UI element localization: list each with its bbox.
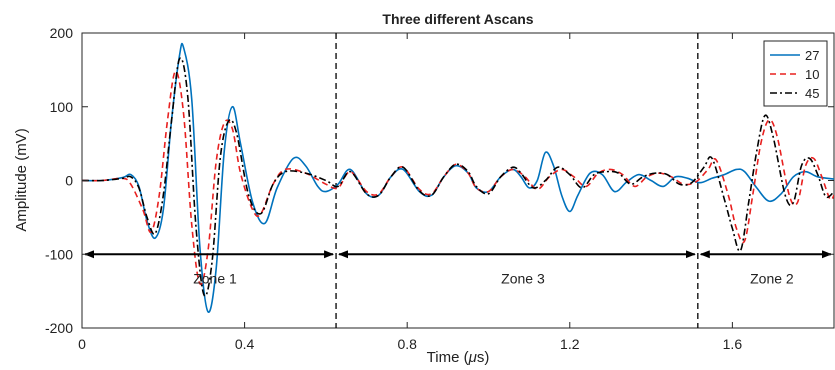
y-tick-label: 0: [65, 173, 73, 189]
y-tick-label: -100: [45, 246, 73, 262]
x-tick-label: 1.2: [560, 336, 580, 352]
legend-label: 27: [805, 48, 819, 63]
y-tick-label: 100: [50, 99, 74, 115]
y-axis-label: Amplitude (mV): [13, 128, 30, 231]
series-line-10: [82, 70, 834, 286]
x-tick-label: 0.4: [235, 336, 255, 352]
y-tick-label: -200: [45, 320, 73, 336]
x-tick-label: 0.8: [397, 336, 417, 352]
x-axis-label: Time (μs): [427, 349, 490, 366]
legend-label: 10: [805, 67, 819, 82]
series-line-45: [82, 57, 834, 297]
zone-annotations: Zone 1 Zone 3 Zone 2: [84, 250, 832, 286]
chart-title: Three different Ascans: [382, 11, 533, 27]
axis-ticks: 0 0.4 0.8 1.2 1.6 -200 -100 0 100 200: [45, 25, 834, 352]
x-tick-label: 0: [78, 336, 86, 352]
zone-label: Zone 3: [501, 270, 545, 286]
x-tick-label: 1.6: [723, 336, 743, 352]
zone-label: Zone 2: [750, 270, 794, 286]
series-lines: [82, 42, 834, 313]
legend-label: 45: [805, 86, 819, 101]
y-tick-label: 200: [50, 25, 74, 41]
zone-label: Zone 1: [193, 270, 237, 286]
zone-dividers: [335, 33, 699, 328]
legend: 27 10 45: [763, 40, 828, 107]
